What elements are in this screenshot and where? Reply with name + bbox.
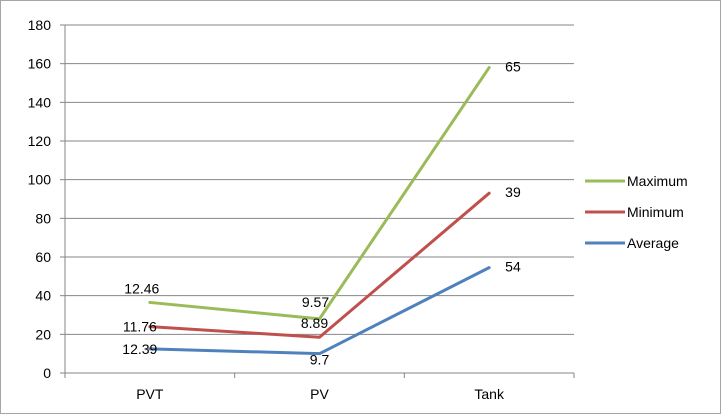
data-label: 8.89: [301, 315, 328, 331]
data-label: 9.7: [310, 352, 330, 368]
y-tick-label: 180: [28, 17, 52, 33]
y-tick-label: 160: [28, 56, 52, 72]
series-line-minimum: [148, 191, 491, 339]
data-label: 39: [505, 184, 521, 200]
y-tick-label: 80: [35, 210, 51, 226]
series-line-average: [148, 266, 491, 356]
axis-layer: 0 20 40 60 80 100 120 140 160 180 PVT PV Tank: [28, 17, 575, 402]
y-tick-label: 0: [43, 365, 51, 381]
series-layer: [148, 66, 491, 356]
legend-label-average: Average: [627, 235, 679, 251]
y-tick-label: 60: [35, 249, 51, 265]
grid-layer: [65, 24, 574, 335]
y-tick-label: 140: [28, 94, 52, 110]
data-label: 12.46: [124, 280, 159, 296]
x-tick-label: Tank: [474, 386, 505, 402]
legend-label-maximum: Maximum: [627, 173, 688, 189]
data-label: 9.57: [302, 294, 329, 310]
y-tick-label: 40: [35, 288, 51, 304]
data-label: 12.39: [122, 341, 157, 357]
x-tick-label: PV: [310, 386, 329, 402]
data-label: 65: [505, 59, 521, 75]
y-tick-label: 20: [35, 326, 51, 342]
data-label-layer: 12.46 9.57 65 11.76 8.89 39 12.39 9.7 54: [122, 59, 521, 368]
legend-label-minimum: Minimum: [627, 204, 684, 220]
y-tick-label: 100: [28, 172, 52, 188]
y-tick-label: 120: [28, 133, 52, 149]
series-line-maximum: [148, 66, 491, 321]
data-label: 11.76: [123, 319, 157, 335]
data-label: 54: [505, 259, 521, 275]
legend: Maximum Minimum Average: [585, 173, 688, 251]
x-tick-label: PVT: [136, 386, 164, 402]
